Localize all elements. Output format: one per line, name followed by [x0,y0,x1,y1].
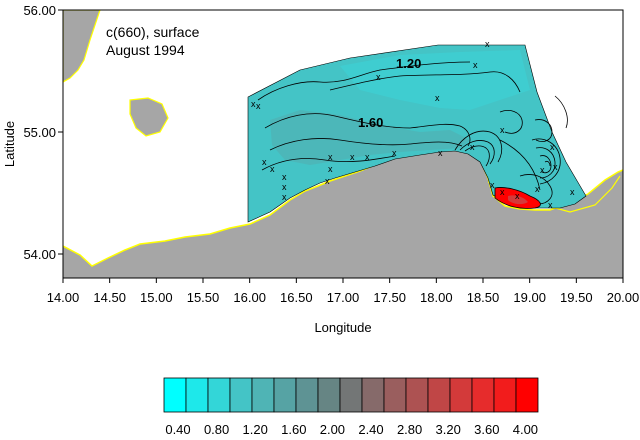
station-marker: x [435,93,440,103]
station-marker: x [376,72,381,82]
station-marker: x [550,142,555,152]
x-tick-label: 19.50 [560,290,593,305]
station-marker: x [282,182,287,192]
station-marker: x [470,142,475,152]
station-marker: x [490,180,495,190]
station-marker: x [515,191,520,201]
field-patch-dark [270,110,470,165]
x-tick-label: 16.00 [233,290,266,305]
colorbar: 0.40 0.80 1.20 1.60 2.00 2.40 2.80 3.20 3.60 4.00 [163,377,539,437]
x-tick-label: 14.50 [93,290,126,305]
colorbar-swatch [383,377,407,413]
station-marker: x [535,184,540,194]
colorbar-label: 3.60 [474,422,499,437]
colorbar-swatch [251,377,275,413]
colorbar-swatch [295,377,319,413]
colorbar-swatch [273,377,297,413]
colorbar-label: 1.60 [281,422,306,437]
station-marker: x [256,101,261,111]
contour-label-1-60: 1.60 [358,115,383,130]
colorbar-label: 0.40 [165,422,190,437]
swedish-coast-land [63,10,101,83]
colorbar-swatch [185,377,209,413]
x-tick-label: 14.00 [47,290,80,305]
colorbar-label: 0.80 [204,422,229,437]
colorbar-swatch [207,377,231,413]
bornholm-island [129,97,169,137]
colorbar-label: 2.00 [320,422,345,437]
station-marker: x [328,152,333,162]
station-marker: x [328,164,333,174]
station-marker: x [540,165,545,175]
station-marker: x [438,148,443,158]
station-marker: x [325,176,330,186]
station-marker: x [548,200,553,210]
colorbar-swatch [449,377,473,413]
x-tick-label: 15.00 [140,290,173,305]
x-tick-label: 18.00 [420,290,453,305]
x-tick-label: 17.00 [327,290,360,305]
map-subtitle: August 1994 [106,42,185,58]
colorbar-swatch [471,377,495,413]
map-plot-area [63,10,623,278]
y-tick-label: 54.00 [23,247,56,262]
y-tick-label: 56.00 [23,3,56,18]
station-marker: x [500,187,505,197]
contour-lines [257,61,568,205]
station-marker: x [282,172,287,182]
contour-label-1-20: 1.20 [396,56,421,71]
colorbar-swatch [405,377,429,413]
x-tick-label: 17.50 [373,290,406,305]
station-marker: x [270,164,275,174]
x-axis: 14.00 14.50 15.00 15.50 16.00 16.50 17.00 17.50… [47,278,640,305]
station-marker: x [570,187,575,197]
colorbar-label: 2.40 [358,422,383,437]
x-tick-label: 20.00 [607,290,640,305]
x-axis-label: Longitude [314,320,371,335]
y-tick-label: 55.00 [23,125,56,140]
station-marker: x [473,60,478,70]
station-marker: x [500,125,505,135]
y-axis-label: Latitude [2,121,17,167]
colorbar-swatch [339,377,363,413]
colorbar-label: 2.80 [397,422,422,437]
x-tick-label: 16.50 [280,290,313,305]
colorbar-swatch [493,377,517,413]
colorbar-swatch [317,377,341,413]
southern-coast-land [63,150,623,278]
colorbar-swatch [163,377,187,413]
station-marker: x [262,157,267,167]
station-marker: x [553,162,558,172]
station-marker: x [365,152,370,162]
station-marker: x [392,148,397,158]
high-concentration-core [508,195,528,205]
field-patch-light [340,50,530,110]
colorbar-label: 4.00 [513,422,538,437]
colorbar-swatch [515,377,539,413]
x-tick-label: 15.50 [187,290,220,305]
map-title: c(660), surface [106,24,200,40]
colorbar-swatch [229,377,253,413]
colorbar-label: 1.20 [243,422,268,437]
colorbar-swatch [361,377,385,413]
station-marker: x [251,99,256,109]
colorbar-label: 3.20 [436,422,461,437]
x-tick-label: 18.50 [467,290,500,305]
colorbar-swatch [427,377,451,413]
station-marker: x [350,152,355,162]
y-axis: 56.00 55.00 54.00 [23,3,63,262]
x-tick-label: 19.00 [513,290,546,305]
station-marker: x [485,39,490,49]
station-markers: x x x x x x x x x x x x x x x x x x x x … [251,39,575,210]
station-marker: x [282,192,287,202]
